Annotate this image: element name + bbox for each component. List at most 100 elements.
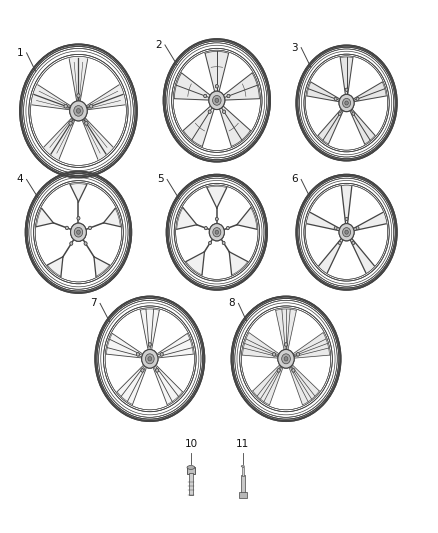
Ellipse shape <box>148 357 152 361</box>
Ellipse shape <box>204 94 207 98</box>
Polygon shape <box>341 186 352 223</box>
Ellipse shape <box>187 465 195 470</box>
Ellipse shape <box>339 112 341 115</box>
Text: 11: 11 <box>236 439 249 449</box>
Ellipse shape <box>65 226 68 230</box>
Polygon shape <box>44 118 75 159</box>
Ellipse shape <box>297 45 397 160</box>
Ellipse shape <box>223 110 226 114</box>
Ellipse shape <box>215 217 218 221</box>
Ellipse shape <box>215 85 218 88</box>
Text: 6: 6 <box>291 174 298 184</box>
Ellipse shape <box>208 241 212 245</box>
Ellipse shape <box>334 98 337 101</box>
Polygon shape <box>318 109 343 144</box>
Ellipse shape <box>345 230 348 234</box>
Ellipse shape <box>213 228 221 237</box>
Ellipse shape <box>160 353 163 356</box>
Ellipse shape <box>64 104 67 108</box>
Ellipse shape <box>155 369 159 372</box>
Ellipse shape <box>160 353 163 356</box>
Ellipse shape <box>241 465 244 467</box>
Ellipse shape <box>141 350 158 368</box>
Ellipse shape <box>272 353 276 356</box>
Ellipse shape <box>339 223 354 241</box>
Ellipse shape <box>343 228 350 237</box>
Text: 3: 3 <box>291 43 298 53</box>
Ellipse shape <box>69 122 72 125</box>
Ellipse shape <box>292 369 295 372</box>
FancyBboxPatch shape <box>187 467 195 474</box>
Polygon shape <box>243 333 279 358</box>
Ellipse shape <box>339 94 354 111</box>
Polygon shape <box>276 309 297 350</box>
Polygon shape <box>186 252 205 275</box>
Polygon shape <box>219 106 251 147</box>
Ellipse shape <box>352 241 355 245</box>
Ellipse shape <box>77 230 80 235</box>
Ellipse shape <box>345 101 348 105</box>
FancyBboxPatch shape <box>240 474 245 493</box>
FancyBboxPatch shape <box>189 473 193 495</box>
Ellipse shape <box>345 88 348 91</box>
Ellipse shape <box>209 223 224 241</box>
Ellipse shape <box>222 241 225 245</box>
Ellipse shape <box>76 109 81 113</box>
Ellipse shape <box>227 94 230 98</box>
Ellipse shape <box>64 104 67 108</box>
Ellipse shape <box>345 230 348 234</box>
Ellipse shape <box>208 110 211 114</box>
Ellipse shape <box>141 369 144 372</box>
Ellipse shape <box>209 91 225 110</box>
Text: 4: 4 <box>17 174 23 184</box>
Ellipse shape <box>95 296 204 421</box>
Ellipse shape <box>84 242 87 245</box>
Polygon shape <box>94 257 110 276</box>
Ellipse shape <box>343 228 350 237</box>
Ellipse shape <box>136 353 139 356</box>
Ellipse shape <box>356 98 359 101</box>
Ellipse shape <box>148 357 152 361</box>
Ellipse shape <box>208 241 212 245</box>
Polygon shape <box>103 208 120 227</box>
Ellipse shape <box>77 94 80 98</box>
Ellipse shape <box>71 223 86 241</box>
Ellipse shape <box>282 354 290 364</box>
Polygon shape <box>47 257 63 276</box>
Polygon shape <box>307 213 339 231</box>
Polygon shape <box>174 73 210 100</box>
Ellipse shape <box>352 112 355 115</box>
Ellipse shape <box>212 95 221 105</box>
Ellipse shape <box>74 228 83 237</box>
Ellipse shape <box>278 350 294 368</box>
Ellipse shape <box>215 85 218 88</box>
Ellipse shape <box>352 112 355 115</box>
Ellipse shape <box>345 217 348 221</box>
Polygon shape <box>237 208 257 229</box>
Ellipse shape <box>164 39 270 161</box>
Ellipse shape <box>334 227 337 230</box>
Text: 5: 5 <box>157 174 164 184</box>
Polygon shape <box>177 208 197 229</box>
Ellipse shape <box>282 354 290 364</box>
Ellipse shape <box>65 226 68 230</box>
Polygon shape <box>293 333 329 358</box>
Ellipse shape <box>277 369 280 372</box>
Ellipse shape <box>145 354 154 364</box>
Polygon shape <box>140 309 159 359</box>
Text: 7: 7 <box>90 298 97 309</box>
Ellipse shape <box>141 350 158 368</box>
Ellipse shape <box>277 369 280 372</box>
Polygon shape <box>350 109 375 144</box>
Ellipse shape <box>292 369 295 372</box>
Ellipse shape <box>212 95 221 105</box>
Ellipse shape <box>71 223 86 241</box>
Ellipse shape <box>227 94 230 98</box>
Polygon shape <box>229 252 248 275</box>
Ellipse shape <box>77 216 80 220</box>
Ellipse shape <box>26 172 131 293</box>
Ellipse shape <box>284 357 288 361</box>
Polygon shape <box>353 82 386 102</box>
Ellipse shape <box>339 223 354 241</box>
Polygon shape <box>340 57 353 94</box>
